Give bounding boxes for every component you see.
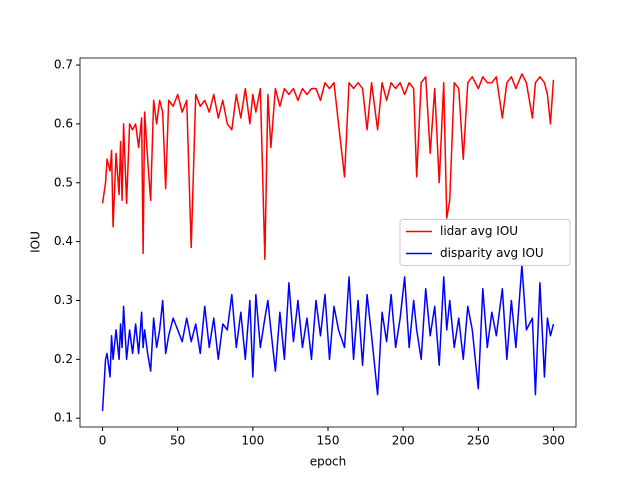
legend: lidar avg IOU disparity avg IOU <box>399 219 571 266</box>
y-tick-label: 0.1 <box>54 411 73 425</box>
plot-frame <box>79 57 577 428</box>
x-tick-label: 100 <box>241 434 264 448</box>
x-tick-label: 50 <box>170 434 185 448</box>
legend-box <box>399 219 571 266</box>
legend-label: disparity avg IOU <box>440 246 544 260</box>
x-tick-label: 150 <box>317 434 340 448</box>
y-tick-label: 0.5 <box>54 175 73 189</box>
x-axis-label: epoch <box>310 455 347 469</box>
y-tick-label: 0.2 <box>54 352 73 366</box>
y-tick-label: 0.7 <box>54 58 73 72</box>
y-axis-label: IOU <box>29 231 43 253</box>
data-line <box>101 264 555 412</box>
x-tick-label: 0 <box>99 434 107 448</box>
y-tick-label: 0.4 <box>54 234 73 248</box>
x-tick-label: 250 <box>467 434 490 448</box>
x-tick-label: 200 <box>392 434 415 448</box>
x-tick-label: 300 <box>542 434 565 448</box>
y-tick-label: 0.3 <box>54 293 73 307</box>
data-line <box>101 73 555 261</box>
y-tick-label: 0.6 <box>54 116 73 130</box>
legend-label: lidar avg IOU <box>440 224 518 238</box>
